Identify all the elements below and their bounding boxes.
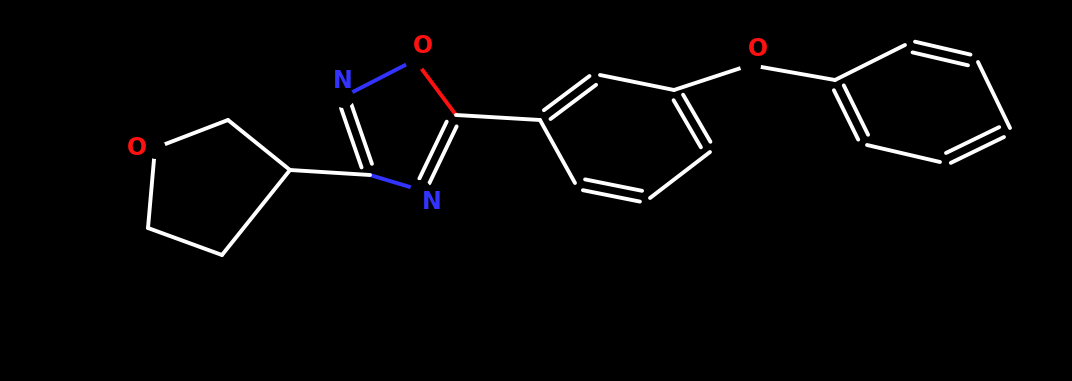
Text: O: O — [748, 37, 768, 61]
Text: N: N — [333, 69, 353, 93]
Text: O: O — [126, 136, 147, 160]
Text: N: N — [422, 190, 442, 214]
Text: O: O — [413, 34, 433, 58]
